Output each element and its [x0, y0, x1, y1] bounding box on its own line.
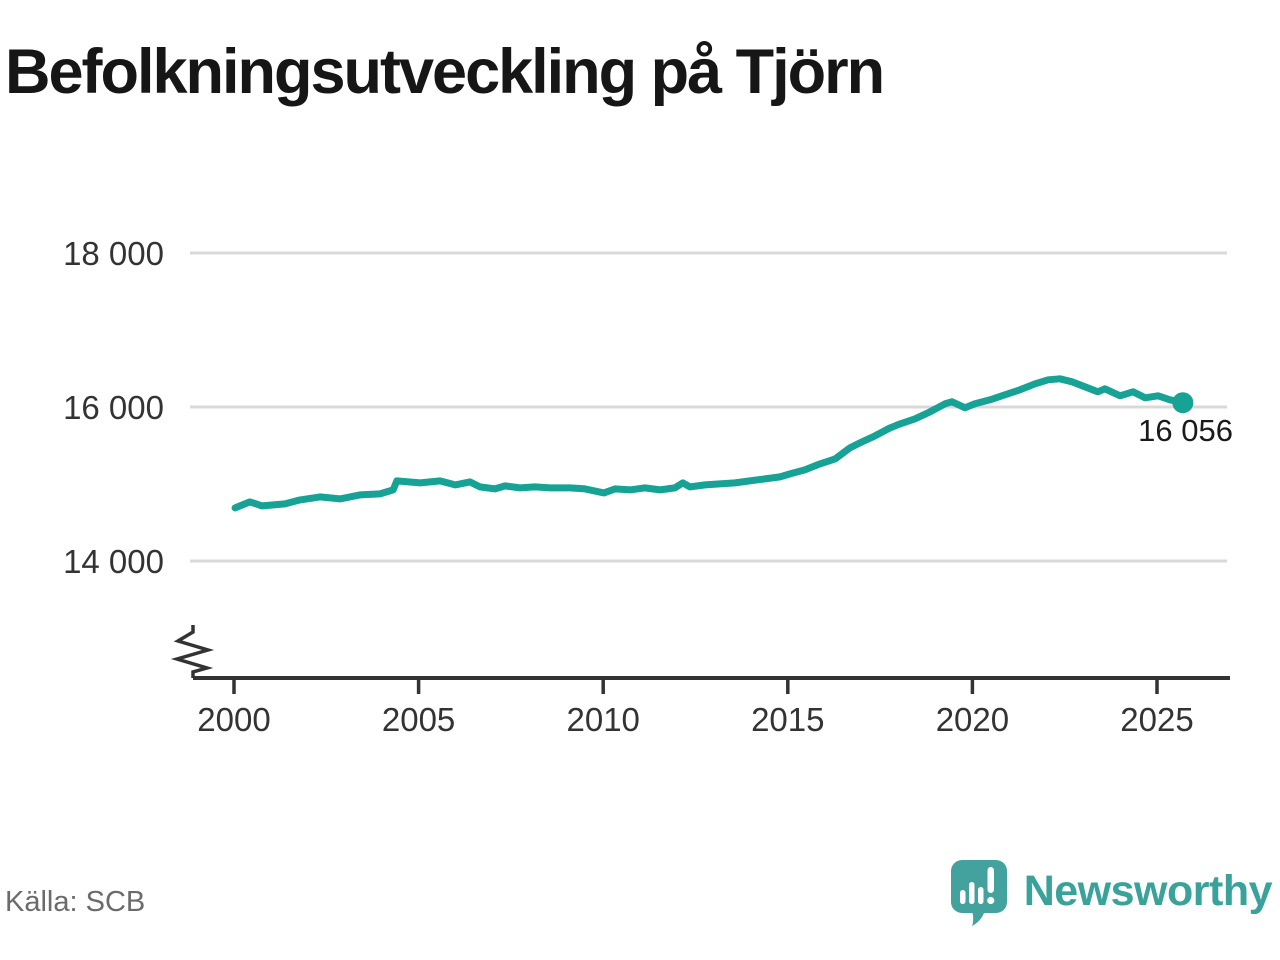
y-tick-label: 18 000 — [63, 235, 164, 272]
population-line — [231, 375, 1187, 512]
last-value-label: 16 056 — [1138, 413, 1233, 448]
x-tick-label: 2020 — [936, 701, 1009, 738]
source-note: Källa: SCB — [5, 886, 146, 918]
x-tick-label: 2010 — [566, 701, 639, 738]
x-tick-label: 2005 — [382, 701, 455, 738]
newsworthy-logo[interactable]: Newsworthy — [950, 858, 1273, 930]
x-tick-label: 2000 — [197, 701, 270, 738]
y-tick-label: 14 000 — [63, 543, 164, 580]
newsworthy-bubble-icon — [950, 860, 1007, 926]
axis-break-icon — [170, 625, 215, 678]
chart-title: Befolkningsutveckling på Tjörn — [5, 37, 885, 107]
x-tick-label: 2015 — [751, 701, 824, 738]
y-tick-label: 16 000 — [63, 389, 164, 426]
newsworthy-wordmark: Newsworthy — [1023, 866, 1273, 915]
last-point-dot — [1172, 392, 1194, 414]
x-tick-label: 2025 — [1120, 701, 1193, 738]
